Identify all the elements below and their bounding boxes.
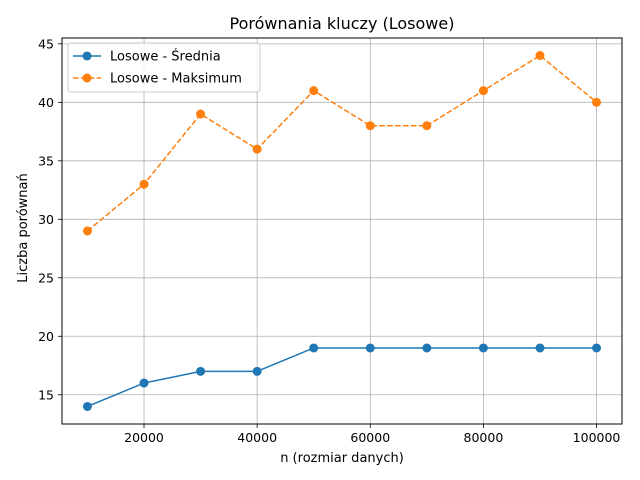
x-tick-label: 100000 [573, 430, 621, 445]
x-tick-label: 60000 [350, 430, 390, 445]
x-tick-label: 80000 [464, 430, 504, 445]
legend: Losowe - Średnia Losowe - Maksimum [67, 42, 261, 93]
y-tick-label: 35 [38, 153, 54, 168]
data-point [422, 121, 432, 131]
legend-box [67, 42, 261, 93]
y-tick-label: 40 [38, 95, 54, 110]
legend-marker [82, 73, 92, 83]
x-tick-label: 20000 [124, 430, 164, 445]
data-point [535, 51, 545, 61]
series-2 [82, 51, 602, 236]
y-tick-label: 15 [38, 387, 54, 402]
y-tick-label: 45 [38, 36, 54, 51]
data-point [422, 343, 432, 353]
data-point [592, 343, 602, 353]
series-line [86, 54, 598, 232]
data-point [535, 343, 545, 353]
data-point [82, 401, 92, 411]
data-point [365, 121, 375, 131]
data-point [365, 343, 375, 353]
legend-marker [82, 51, 92, 61]
data-point [592, 97, 602, 107]
data-point [252, 366, 262, 376]
x-axis-label: n (rozmiar danych) [280, 451, 404, 466]
legend-label: Losowe - Średnia [110, 49, 221, 65]
data-point [309, 86, 319, 96]
legend-entry: Losowe - Średnia [73, 49, 221, 65]
x-tick-label: 40000 [237, 430, 277, 445]
y-tick-label: 30 [38, 212, 54, 227]
y-axis-ticks: 15 20 25 30 35 40 45 [38, 36, 62, 402]
x-axis-ticks: 20000 40000 60000 80000 100000 [124, 424, 620, 445]
legend-entry: Losowe - Maksimum [73, 72, 242, 87]
legend-label: Losowe - Maksimum [110, 72, 242, 87]
data-point [139, 378, 149, 388]
data-point [196, 366, 206, 376]
y-tick-label: 20 [38, 329, 54, 344]
data-point [139, 179, 149, 189]
data-point [309, 343, 319, 353]
series-line [87, 347, 597, 408]
grid-lines [62, 38, 622, 424]
series-layer [82, 51, 602, 411]
data-point [196, 109, 206, 119]
y-axis-label: Liczba porównań [16, 173, 31, 282]
chart-title: Porównania kluczy (Losowe) [230, 14, 455, 33]
data-point [478, 86, 488, 96]
plot-frame [61, 37, 623, 425]
data-point [82, 226, 92, 236]
data-point [478, 343, 488, 353]
data-point [252, 144, 262, 154]
y-tick-label: 25 [38, 270, 54, 285]
series-1 [82, 343, 602, 411]
